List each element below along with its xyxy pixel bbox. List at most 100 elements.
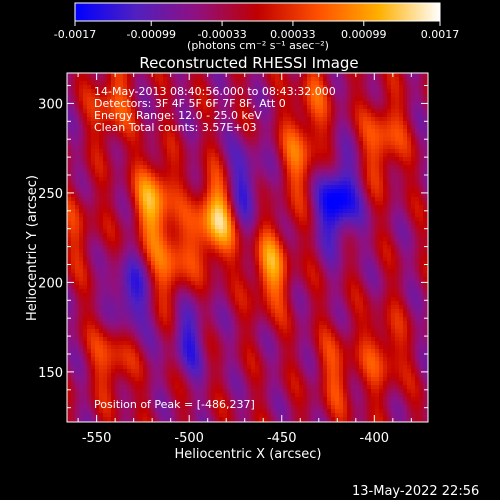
heatmap-cell	[123, 365, 128, 370]
heatmap-cell	[235, 309, 240, 314]
heatmap-cell	[159, 193, 164, 198]
heatmap-cell	[239, 249, 244, 254]
heatmap-cell	[231, 165, 236, 170]
heatmap-cell	[279, 89, 284, 94]
heatmap-cell	[115, 121, 120, 126]
heatmap-cell	[243, 229, 248, 234]
heatmap-cell	[171, 249, 176, 254]
heatmap-cell	[275, 269, 280, 274]
heatmap-cell	[247, 213, 252, 218]
heatmap-cell	[227, 309, 232, 314]
heatmap-cell	[99, 97, 104, 102]
heatmap-cell	[255, 385, 260, 390]
heatmap-cell	[115, 341, 120, 346]
heatmap-cell	[211, 133, 216, 138]
heatmap-cell	[247, 277, 252, 282]
heatmap-cell	[139, 121, 144, 126]
heatmap-cell	[123, 285, 128, 290]
heatmap-cell	[127, 293, 132, 298]
heatmap-cell	[159, 373, 164, 378]
heatmap-cell	[95, 97, 100, 102]
heatmap-cell	[95, 417, 100, 422]
heatmap-cell	[143, 197, 148, 202]
heatmap-cell	[207, 269, 212, 274]
heatmap-cell	[127, 177, 132, 182]
heatmap-cell	[95, 305, 100, 310]
heatmap-cell	[203, 305, 208, 310]
heatmap-cell	[111, 137, 116, 142]
heatmap-cell	[187, 301, 192, 306]
heatmap-cell	[207, 81, 212, 86]
heatmap-cell	[215, 369, 220, 374]
heatmap-cell	[243, 261, 248, 266]
heatmap-cell	[111, 369, 116, 374]
heatmap-cell	[79, 321, 84, 326]
heatmap-cell	[143, 109, 148, 114]
heatmap-cell	[287, 333, 292, 338]
heatmap-cell	[235, 365, 240, 370]
heatmap-cell	[239, 413, 244, 418]
heatmap-cell	[99, 233, 104, 238]
colorbar-tick-label: 0.00099	[341, 28, 387, 41]
heatmap-cell	[275, 369, 280, 374]
heatmap-cell	[159, 149, 164, 154]
heatmap-cell	[239, 169, 244, 174]
heatmap-cell	[95, 245, 100, 250]
heatmap-cell	[111, 389, 116, 394]
heatmap-cell	[83, 317, 88, 322]
heatmap-cell	[143, 269, 148, 274]
heatmap-cell	[275, 313, 280, 318]
heatmap-cell	[211, 173, 216, 178]
heatmap-cell	[235, 113, 240, 118]
heatmap-cell	[91, 145, 96, 150]
heatmap-cell	[115, 257, 120, 262]
heatmap-cell	[175, 261, 180, 266]
heatmap-cell	[223, 153, 228, 158]
heatmap-cell	[223, 305, 228, 310]
heatmap-cell	[139, 397, 144, 402]
heatmap-cell	[135, 165, 140, 170]
heatmap-cell	[107, 221, 112, 226]
heatmap-cell	[99, 409, 104, 414]
heatmap-cell	[227, 89, 232, 94]
heatmap-cell	[279, 357, 284, 362]
heatmap-cell	[163, 177, 168, 182]
heatmap-cell	[283, 153, 288, 158]
heatmap-cell	[239, 229, 244, 234]
heatmap-cell	[131, 277, 136, 282]
heatmap-cell	[143, 357, 148, 362]
heatmap-cell	[267, 229, 272, 234]
heatmap-cell	[99, 209, 104, 214]
heatmap-cell	[255, 201, 260, 206]
heatmap-cell	[87, 329, 92, 334]
heatmap-cell	[111, 157, 116, 162]
heatmap-cell	[175, 109, 180, 114]
heatmap-cell	[163, 129, 168, 134]
heatmap-cell	[79, 245, 84, 250]
heatmap-cell	[131, 161, 136, 166]
heatmap-cell	[227, 209, 232, 214]
heatmap-cell	[255, 233, 260, 238]
heatmap-cell	[179, 93, 184, 98]
heatmap-cell	[279, 325, 284, 330]
heatmap-cell	[159, 369, 164, 374]
heatmap-cell	[219, 177, 224, 182]
heatmap-cell	[75, 269, 80, 274]
heatmap-cell	[131, 301, 136, 306]
heatmap-cell	[247, 417, 252, 422]
heatmap-cell	[107, 377, 112, 382]
heatmap-cell	[223, 297, 228, 302]
heatmap-cell	[263, 161, 268, 166]
heatmap-cell	[191, 81, 196, 86]
heatmap-cell	[171, 309, 176, 314]
heatmap-cell	[159, 317, 164, 322]
heatmap-cell	[119, 413, 124, 418]
heatmap-cell	[179, 193, 184, 198]
heatmap-cell	[135, 329, 140, 334]
heatmap-cell	[219, 393, 224, 398]
heatmap-cell	[151, 81, 156, 86]
heatmap-cell	[203, 273, 208, 278]
heatmap-cell	[263, 181, 268, 186]
heatmap-cell	[203, 257, 208, 262]
heatmap-cell	[191, 129, 196, 134]
